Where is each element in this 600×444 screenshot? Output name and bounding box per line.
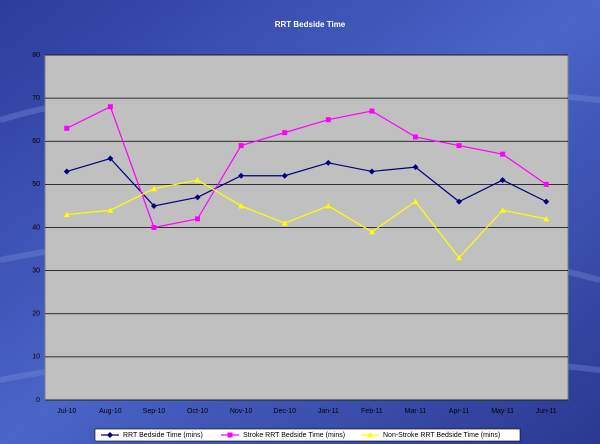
y-tick-label: 30 (32, 267, 40, 274)
marker (325, 159, 332, 166)
x-tick-label: May-11 (491, 408, 514, 415)
y-tick-label: 80 (32, 52, 40, 59)
marker (151, 225, 157, 230)
x-tick-label: Jul-10 (57, 408, 76, 415)
x-tick-label: Nov-10 (230, 408, 253, 415)
marker (63, 211, 70, 218)
legend-label: Non-Stroke RRT Bedside Time (mins) (383, 432, 500, 439)
marker (543, 198, 550, 205)
marker (238, 143, 244, 149)
marker (150, 185, 157, 192)
marker (543, 215, 550, 222)
marker (456, 198, 463, 205)
legend-label: Stroke RRT Bedside Time (mins) (243, 432, 345, 439)
marker (412, 134, 418, 140)
x-tick-label: Mar-11 (405, 408, 427, 415)
x-tick-label: Apr-11 (449, 408, 470, 415)
y-tick-label: 60 (32, 138, 40, 145)
x-tick-label: Aug-10 (99, 408, 122, 415)
marker (456, 254, 463, 261)
marker (281, 220, 288, 226)
marker (238, 202, 245, 209)
marker (238, 172, 245, 179)
y-tick-label: 0 (36, 397, 40, 404)
series-line (66, 157, 547, 207)
marker (368, 168, 375, 175)
marker (325, 202, 332, 209)
marker (63, 168, 70, 175)
marker (150, 202, 157, 209)
series-line (66, 105, 547, 229)
legend-marker (227, 432, 233, 438)
marker (368, 228, 375, 235)
marker (499, 207, 506, 213)
marker (195, 216, 201, 222)
marker (543, 181, 549, 187)
y-tick-label: 40 (32, 224, 40, 231)
legend-box (94, 428, 521, 442)
marker (107, 207, 114, 213)
y-tick-label: 10 (32, 354, 40, 361)
x-tick-label: Jan-11 (318, 408, 339, 415)
marker (281, 172, 288, 179)
marker (412, 164, 419, 171)
marker (107, 104, 113, 110)
marker (64, 125, 70, 131)
x-tick-label: Oct-10 (187, 408, 208, 415)
marker (499, 177, 506, 184)
y-tick-label: 20 (32, 311, 40, 318)
marker (500, 151, 506, 157)
legend-marker (367, 432, 373, 438)
legend-label: RRT Bedside Time (mins) (123, 432, 203, 439)
marker (412, 198, 419, 205)
marker (107, 155, 114, 162)
x-tick-label: Feb-11 (361, 408, 383, 415)
x-tick-label: Sep-10 (143, 408, 166, 415)
y-tick-label: 70 (32, 95, 40, 102)
legend-marker (107, 432, 113, 438)
chart-title: RRT Bedside Time (275, 20, 346, 29)
series-line (66, 179, 547, 259)
marker (194, 194, 201, 201)
marker (369, 108, 375, 114)
marker (325, 117, 331, 123)
marker (194, 177, 201, 183)
y-tick-label: 50 (32, 181, 40, 188)
marker (456, 143, 462, 149)
marker (282, 130, 288, 136)
x-tick-label: Jun-11 (536, 408, 557, 415)
x-tick-label: Dec-10 (273, 408, 296, 415)
